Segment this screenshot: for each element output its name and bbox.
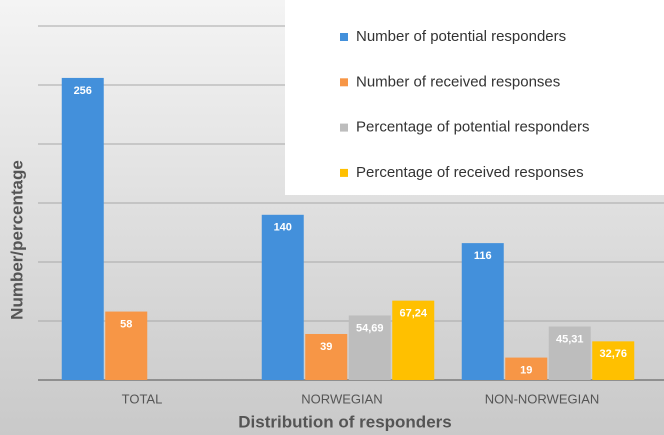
x-tick-label: NON-NORWEGIAN xyxy=(485,391,600,406)
x-tick-label: NORWEGIAN xyxy=(301,391,382,406)
bar xyxy=(461,243,504,380)
bar xyxy=(548,326,591,380)
data-label: 256 xyxy=(74,85,92,97)
bar xyxy=(305,333,348,380)
data-label: 32,76 xyxy=(599,348,627,360)
y-axis-title: Number/percentage xyxy=(7,160,26,320)
x-axis-title: Distribution of responders xyxy=(238,412,451,431)
data-label: 45,31 xyxy=(556,333,584,345)
data-label: 67,24 xyxy=(399,308,427,320)
legend-swatch xyxy=(340,78,348,87)
data-label: 54,69 xyxy=(356,322,384,334)
data-label: 116 xyxy=(474,250,492,262)
legend-box xyxy=(285,0,664,195)
data-label: 19 xyxy=(520,364,532,376)
legend-label: Number of potential responders xyxy=(356,28,566,45)
data-label: 140 xyxy=(274,222,292,234)
legend-swatch xyxy=(340,168,348,177)
data-label: 39 xyxy=(320,341,332,353)
bar xyxy=(392,300,435,380)
plot-area: TOTAL 256 58 NORWEGIAN 140 39 54,69 67,24 NON-NO… xyxy=(38,0,664,406)
bar xyxy=(261,214,304,380)
legend-swatch xyxy=(340,33,348,41)
bar xyxy=(105,311,148,380)
bar xyxy=(61,77,104,381)
legend-label: Percentage of received responses xyxy=(356,164,584,181)
x-tick-label: TOTAL xyxy=(122,391,163,406)
legend-label: Percentage of potential responders xyxy=(356,119,590,136)
bar xyxy=(505,357,548,380)
legend-swatch xyxy=(340,123,348,132)
bar xyxy=(592,341,635,380)
data-label: 58 xyxy=(120,318,132,330)
legend-label: Number of received responses xyxy=(356,73,560,90)
bar xyxy=(348,315,391,380)
